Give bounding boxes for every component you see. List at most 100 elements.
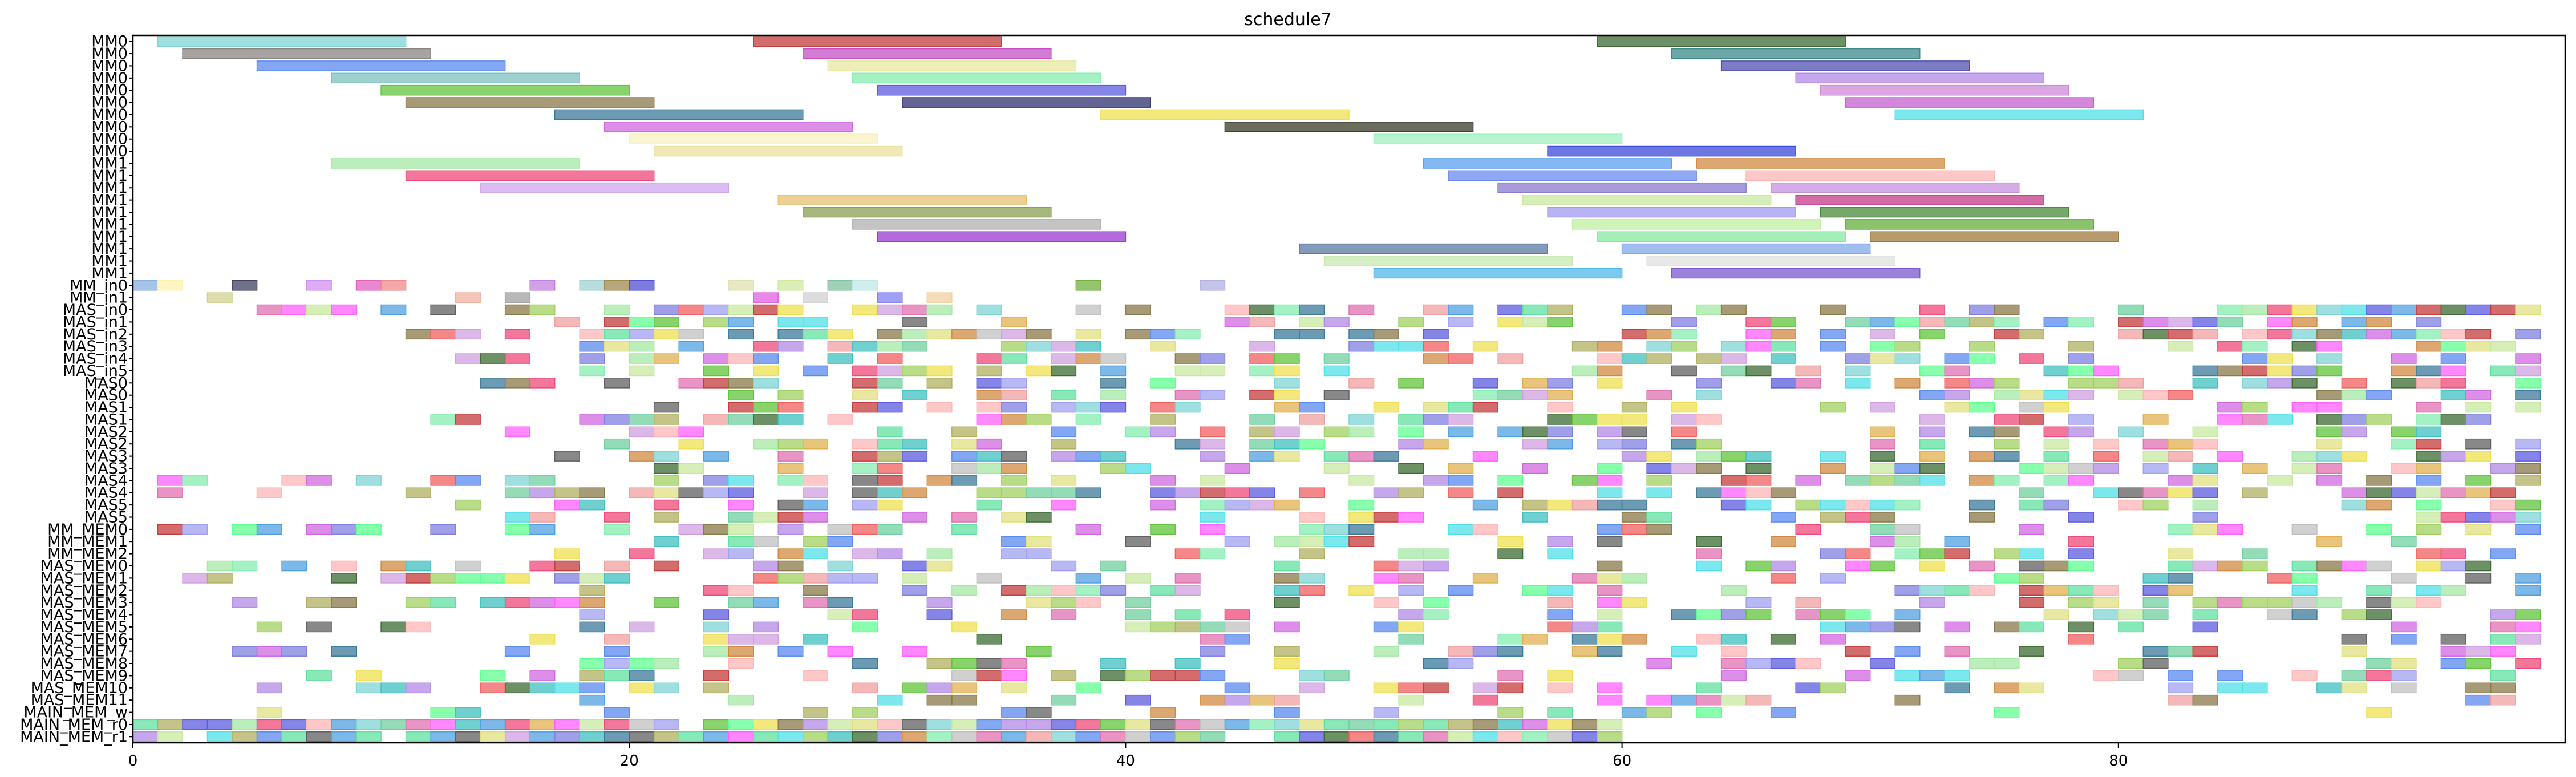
- task-bar: [2440, 414, 2466, 425]
- task-bar: [455, 353, 481, 364]
- task-bar: [1994, 621, 2020, 633]
- task-bar: [1472, 719, 1498, 730]
- task-bar: [1200, 646, 1226, 657]
- task-bar: [1249, 438, 1275, 450]
- task-bar: [852, 548, 878, 559]
- task-bar: [380, 304, 407, 315]
- task-bar: [2341, 499, 2367, 511]
- task-bar: [1398, 463, 1424, 474]
- task-bar: [1894, 475, 1921, 486]
- task-bar: [1745, 341, 1772, 352]
- task-bar: [1472, 451, 1498, 462]
- task-bar: [1001, 341, 1027, 352]
- task-bar: [480, 731, 506, 742]
- task-bar: [976, 378, 1002, 388]
- task-bar: [1423, 597, 1449, 608]
- task-bar: [653, 475, 679, 486]
- task-bar: [1944, 353, 1970, 364]
- task-bar: [1373, 621, 1399, 633]
- task-bar: [2366, 597, 2392, 608]
- task-bar: [1100, 585, 1127, 596]
- task-bar: [1969, 499, 1995, 511]
- task-bar: [1274, 536, 1300, 547]
- task-bar: [1621, 707, 1647, 718]
- task-bar: [1224, 694, 1250, 706]
- task-bar: [653, 145, 903, 157]
- task-bar: [1001, 512, 1027, 523]
- task-bar: [2019, 487, 2045, 499]
- task-bar: [1051, 560, 1077, 572]
- row-label: MAS5: [84, 508, 128, 526]
- task-bar: [1448, 426, 1474, 438]
- task-bar: [1398, 719, 1424, 730]
- task-bar: [1373, 646, 1399, 657]
- task-bar: [951, 438, 978, 450]
- task-bar: [1423, 402, 1449, 413]
- task-bar: [653, 658, 679, 669]
- task-bar: [157, 36, 407, 47]
- task-bar: [2068, 426, 2095, 438]
- task-bar: [1869, 402, 1895, 413]
- task-bar: [2366, 560, 2392, 572]
- row-label: MAS_MEM5: [40, 618, 128, 636]
- task-bar: [206, 731, 233, 742]
- task-bar: [1671, 463, 1697, 474]
- task-bar: [629, 731, 655, 742]
- task-bar: [2267, 475, 2293, 486]
- task-bar: [951, 694, 978, 706]
- task-bar: [1125, 329, 1151, 340]
- task-bar: [827, 524, 853, 535]
- task-bar: [728, 390, 754, 400]
- task-bar: [1200, 438, 1226, 450]
- task-bar: [2019, 585, 2045, 596]
- task-bar: [629, 548, 655, 559]
- task-bar: [2267, 365, 2293, 377]
- task-bar: [1969, 475, 1995, 486]
- task-bar: [2217, 341, 2243, 352]
- task-bar: [2142, 390, 2169, 400]
- task-bar: [1448, 402, 1474, 413]
- task-bar: [1696, 536, 1722, 547]
- task-bar: [1547, 609, 1573, 620]
- task-bar: [2490, 694, 2516, 706]
- task-bar: [256, 304, 282, 315]
- task-bar: [753, 560, 779, 572]
- task-bar: [1398, 609, 1424, 620]
- task-bar: [1820, 304, 1846, 315]
- task-bar: [529, 731, 556, 742]
- task-bar: [1820, 573, 1846, 584]
- task-bar: [803, 670, 829, 681]
- task-bar: [926, 292, 953, 303]
- task-bar: [529, 378, 556, 388]
- row-label: MM0: [91, 82, 128, 99]
- task-bar: [728, 597, 754, 608]
- task-bar: [2068, 475, 2095, 486]
- task-bar: [2316, 390, 2343, 400]
- task-bar: [1597, 573, 1623, 584]
- task-bar: [1696, 694, 1722, 706]
- task-bar: [2341, 646, 2367, 657]
- task-bar: [777, 499, 804, 511]
- task-bar: [1075, 329, 1101, 340]
- task-bar: [1125, 609, 1151, 620]
- task-bar: [976, 402, 1002, 413]
- task-bar: [2465, 451, 2492, 462]
- task-bar: [1299, 512, 1325, 523]
- task-bar: [529, 597, 556, 608]
- task-bar: [1423, 353, 1449, 364]
- task-bar: [629, 341, 655, 352]
- task-bar: [1224, 682, 1250, 694]
- task-bar: [2440, 378, 2466, 388]
- task-bar: [1323, 426, 1350, 438]
- task-bar: [1249, 304, 1275, 315]
- task-bar: [2242, 353, 2268, 364]
- task-bar: [1571, 475, 1598, 486]
- task-bar: [1001, 414, 1027, 425]
- task-bar: [1994, 658, 2020, 669]
- task-bar: [2192, 694, 2218, 706]
- task-bar: [926, 658, 953, 669]
- task-bar: [579, 280, 605, 291]
- task-bar: [1944, 317, 1970, 327]
- task-bar: [1621, 512, 1647, 523]
- task-bar: [2217, 451, 2243, 462]
